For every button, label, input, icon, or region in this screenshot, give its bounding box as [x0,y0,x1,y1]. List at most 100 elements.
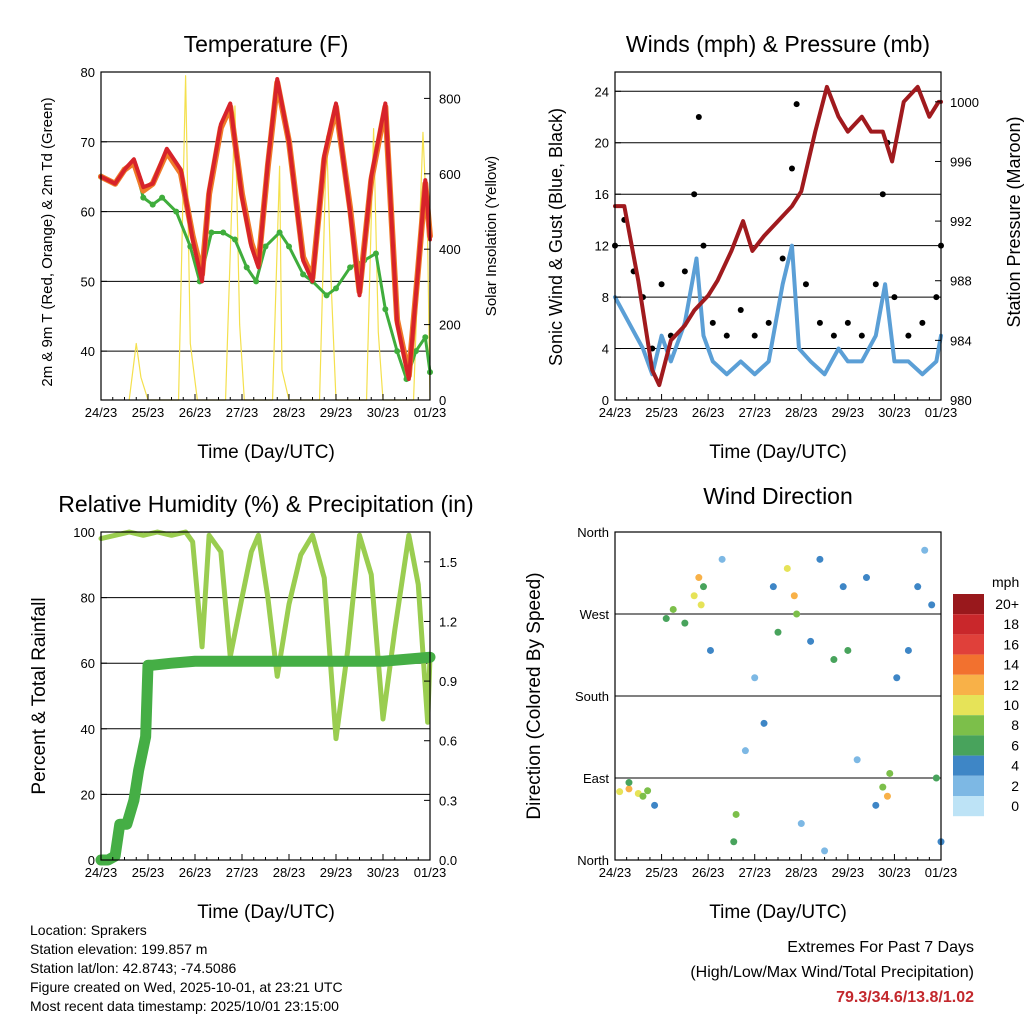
temperature-ytick-label: 70 [81,135,95,150]
gust-point [765,319,772,326]
wind-direction-point [790,592,798,600]
humidity-xtick-label: 26/23 [179,865,212,880]
figure-created: Figure created on Wed, 2025-10-01, at 23… [30,979,343,995]
gust-point [905,332,912,339]
humidity-xtick-label: 01/23 [414,865,447,880]
wind-direction-point [699,583,707,591]
colorbar-label: 14 [1003,657,1019,673]
winds-y2tick-label: 980 [950,393,972,408]
humidity-y2tick-label: 1.5 [439,555,457,570]
humidity-xlabel: Time (Day/UTC) [197,902,335,923]
humidity-ytick-label: 60 [81,656,95,671]
wind-direction-xtick-label: 26/23 [692,865,725,880]
humidity-y2tick-label: 0.9 [439,674,457,689]
gust-point [737,306,744,313]
humidity-xtick-label: 24/23 [85,865,118,880]
temperature-ytick-label: 50 [81,274,95,289]
winds-ytick-label: 12 [595,239,609,254]
winds-xtick-label: 30/23 [878,405,911,420]
colorbar-label: 6 [1011,737,1019,753]
temperature-title: Temperature (F) [184,31,349,57]
wind-direction-point [769,583,777,591]
colorbar-label: 12 [1003,677,1019,693]
gust-point [919,319,926,326]
wind-direction-ytick-label: North [577,525,609,540]
temperature-xtick-label: 28/23 [273,405,306,420]
dewpoint-line [99,161,432,381]
temperature-xtick-label: 27/23 [226,405,259,420]
station-info: Location: Sprakers Station elevation: 19… [30,921,343,1016]
wind-direction-point [651,801,659,809]
wind-direction-axes: 24/23 25/23 26/23 27/23 28/23 29/23 30/23 01/23… [575,525,957,880]
colorbar-swatch [953,715,984,736]
wind-direction-point [751,674,759,682]
colorbar-label: 0 [1011,798,1019,814]
relative-humidity-line [98,529,433,742]
colorbar-label: 10 [1003,697,1019,713]
wind-direction-point [872,801,880,809]
wind-direction-xtick-label: 24/23 [599,865,632,880]
temperature-ytick-label: 60 [81,205,95,220]
winds-ylabel: Sonic Wind & Gust (Blue, Black) [546,108,566,366]
temperature-xlabel: Time (Day/UTC) [197,442,335,463]
wind-direction-point [793,610,801,618]
temperature-y2tick-label: 800 [439,91,461,106]
humidity-panel: Relative Humidity (%) & Precipitation (i… [29,491,474,923]
humidity-xtick-label: 29/23 [320,865,353,880]
wind-direction-ytick-label: West [580,607,610,622]
temperature-panel: Temperature (F) 24/23 25/23 26/23 27/23 28/2… [39,31,500,463]
winds-axes: 24/23 25/23 26/23 27/23 28/23 29/23 30/23 01/23… [595,84,979,420]
wind-direction-point [774,628,782,636]
gust-point [709,319,716,326]
gust-point [879,191,886,198]
winds-xtick-label: 27/23 [738,405,771,420]
humidity-ytick-label: 100 [73,525,95,540]
colorbar-swatch [953,674,984,695]
gust-point [681,268,688,275]
wind-direction-point [741,747,749,755]
gust-point [802,281,809,288]
wind-direction-xlabel: Time (Day/UTC) [709,902,847,923]
humidity-title: Relative Humidity (%) & Precipitation (i… [58,491,473,517]
extremes-subtitle: (High/Low/Max Wind/Total Precipitation) [690,964,974,981]
winds-plot-area [612,84,944,388]
winds-ytick-label: 20 [595,136,609,151]
winds-ytick-label: 4 [602,342,609,357]
wind-direction-point [797,820,805,828]
gust-point [872,281,879,288]
precipitation-line [95,651,436,866]
humidity-y2tick-label: 0.3 [439,793,457,808]
wind-direction-point [625,785,633,793]
wind-direction-title: Wind Direction [703,483,853,509]
humidity-ytick-label: 80 [81,591,95,606]
colorbar-swatch [953,614,984,635]
wind-direction-point [839,583,847,591]
wind-direction-point [932,774,940,782]
wind-direction-xtick-label: 29/23 [832,865,865,880]
wind-direction-point [844,646,852,654]
temperature-y2tick-label: 200 [439,318,461,333]
wind-direction-point [821,847,829,855]
gust-point [891,294,898,301]
wind-direction-point [669,605,677,613]
wind-direction-point [921,546,929,554]
humidity-xtick-label: 25/23 [132,865,165,880]
temperature-xtick-label: 29/23 [320,405,353,420]
temperature-ytick-label: 40 [81,344,95,359]
wind-direction-point [904,646,912,654]
gust-point [844,319,851,326]
colorbar-label: 16 [1003,636,1019,652]
temperature-ylabel: 2m & 9m T (Red, Orange) & 2m Td (Green) [39,97,56,386]
humidity-axes: 24/23 25/23 26/23 27/23 28/23 29/23 30/23 01/23… [73,525,457,880]
speed-colorbar: mph 20+ 18 16 14 12 10 8 6 4 2 0 [953,574,1019,817]
station-elevation: Station elevation: 199.857 m [30,941,208,957]
wind-direction-point [644,787,652,795]
temperature-y2tick-label: 400 [439,242,461,257]
winds-ytick-label: 8 [602,290,609,305]
wind-direction-plot-area [615,546,945,855]
winds-title: Winds (mph) & Pressure (mb) [626,31,930,57]
gust-point [751,332,758,339]
winds-xtick-label: 26/23 [692,405,725,420]
colorbar-swatch [953,594,984,615]
